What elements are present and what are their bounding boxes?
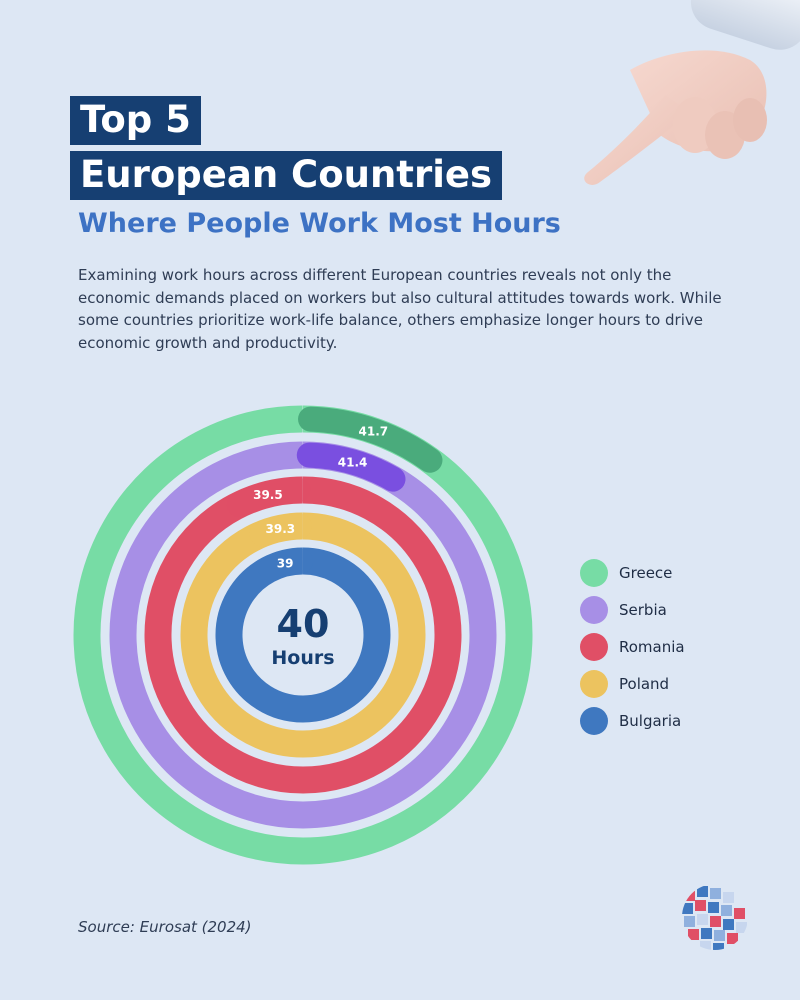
legend-item-greece: Greece	[580, 554, 685, 591]
radial-bar-chart: 41.7 41.4 39.5 39.3 39 40 Hours	[73, 405, 533, 865]
center-value: 40	[277, 602, 330, 646]
value-cap-romania	[226, 477, 311, 518]
value-label-greece: 41.7	[359, 424, 389, 438]
description: Examining work hours across different Eu…	[78, 266, 722, 352]
value-label-poland: 39.3	[266, 522, 296, 536]
source-note: Source: Eurosat (2024)	[78, 918, 252, 936]
legend-swatch	[580, 558, 608, 587]
value-label-serbia: 41.4	[338, 455, 368, 469]
legend-swatch	[580, 706, 608, 735]
legend-item-romania: Romania	[580, 628, 685, 665]
ring-greece	[73, 405, 533, 865]
value-label-romania: 39.5	[253, 488, 283, 502]
title-line-2: European Countries	[70, 151, 503, 200]
legend-label: Serbia	[619, 600, 667, 619]
title-line-1: Top 5	[70, 96, 201, 145]
legend: Greece Serbia Romania Poland Bulgaria	[580, 554, 685, 739]
legend-swatch	[580, 595, 608, 624]
ring-bulgaria	[215, 547, 391, 723]
subtitle: Where People Work Most Hours	[78, 208, 561, 239]
globe-logo-icon	[682, 884, 748, 950]
ring-poland	[180, 512, 426, 758]
value-label-bulgaria: 39	[277, 557, 294, 571]
legend-label: Greece	[619, 563, 673, 582]
legend-label: Poland	[619, 674, 670, 693]
legend-swatch	[580, 632, 608, 661]
legend-label: Bulgaria	[619, 711, 682, 730]
legend-item-bulgaria: Bulgaria	[580, 702, 685, 739]
legend-item-serbia: Serbia	[580, 591, 685, 628]
value-cap-bulgaria	[258, 548, 313, 581]
center-unit: Hours	[271, 647, 334, 669]
pointing-hand-icon	[584, 0, 800, 185]
legend-label: Romania	[619, 637, 685, 656]
value-cap-serbia	[296, 442, 406, 492]
legend-item-poland: Poland	[580, 665, 685, 702]
ring-serbia	[109, 441, 497, 829]
legend-swatch	[580, 669, 608, 698]
ring-romania	[144, 476, 462, 794]
value-cap-poland	[249, 513, 312, 547]
value-cap-greece	[298, 406, 443, 473]
